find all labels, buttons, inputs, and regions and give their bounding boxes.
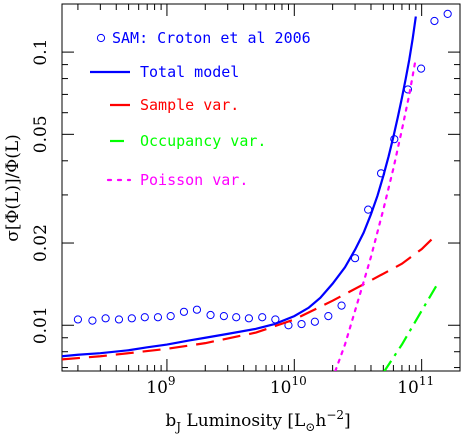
x-axis-title-exp: −2 [326, 408, 344, 422]
axis-ticks [62, 4, 461, 371]
poisson-var-line [334, 57, 417, 371]
y-tick-label: 0.02 [31, 224, 51, 262]
sam-croton-et-al-2006-point [297, 319, 306, 329]
plot-frame [61, 3, 461, 372]
x-tick-label: 1011 [397, 374, 434, 398]
y-tick-label: 0.1 [31, 39, 51, 66]
sam-croton-et-al-2006-point [179, 307, 189, 316]
y-tick-label: 0.05 [31, 115, 51, 153]
x-axis-title-end: ] [344, 411, 351, 431]
occupancy-var-line [383, 285, 438, 371]
axis-tick-labels: 109 1010 1011 0.01 0.02 0.05 0.1 [31, 39, 434, 398]
sam-croton-et-al-2006-point [101, 314, 110, 323]
sam-croton-et-al-2006-point [430, 16, 439, 26]
sam-croton-et-al-2006-point [166, 312, 175, 321]
sam-croton-et-al-2006-point [324, 312, 333, 321]
sam-croton-et-al-2006-point [114, 315, 124, 324]
sam-croton-et-al-2006-point [206, 310, 215, 320]
y-axis-title: σ[Φ(L)]/Φ(L) [3, 134, 23, 242]
x-axis-title-sub-j: J [174, 420, 181, 434]
x-tick-label: 1010 [270, 374, 307, 398]
sam-croton-et-al-2006-point [443, 9, 452, 18]
sam-croton-et-al-2006-point [244, 314, 253, 323]
total-model-line [62, 16, 417, 358]
sam-croton-et-al-2006-point [219, 312, 228, 321]
y-tick-label: 0.01 [31, 306, 51, 344]
sample-var-line [62, 234, 437, 361]
sam-croton-et-al-2006-point [140, 313, 149, 322]
x-axis-title-sun: ⊙ [305, 420, 315, 434]
sam-croton-et-al-2006-point [88, 316, 97, 325]
sam-croton-et-al-2006-point [232, 313, 241, 322]
x-axis-title: bJ Luminosity [L⊙h−2] [165, 408, 350, 434]
legend-label-sample-var: Sample var. [140, 96, 239, 114]
legend-label-total-model: Total model [140, 63, 239, 81]
sam-croton-et-al-2006-point [73, 315, 83, 324]
sam-croton-et-al-2006-point [127, 314, 136, 323]
legend-label-occupancy-var: Occupancy var. [140, 132, 266, 150]
sam-croton-et-al-2006-point [337, 301, 346, 310]
legend-marker-sam-croton-et-al-2006 [96, 33, 106, 43]
sam-croton-et-al-2006-point [258, 313, 267, 322]
sam-croton-et-al-2006-point [192, 305, 202, 314]
sam-croton-et-al-2006-point [153, 313, 163, 322]
sam-croton-et-al-2006-point [310, 317, 319, 326]
legend: SAM: Croton et al 2006 Total model Sample … [90, 29, 311, 189]
sam-croton-et-al-2006-point [417, 64, 426, 73]
series-layer [62, 9, 452, 371]
x-tick-label: 109 [146, 374, 175, 398]
x-axis-title-h: h [315, 411, 326, 431]
legend-label-poisson-var: Poisson var. [140, 171, 248, 189]
x-axis-title-rest: Luminosity [L [181, 411, 305, 431]
x-axis-title-b: b [165, 411, 176, 431]
legend-label-sam-croton-et-al-2006: SAM: Croton et al 2006 [112, 29, 311, 47]
